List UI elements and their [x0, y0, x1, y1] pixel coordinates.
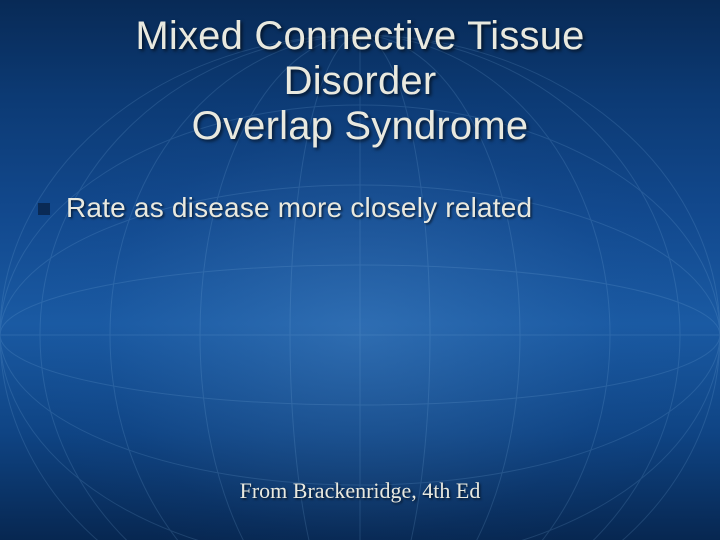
square-bullet-icon	[38, 203, 50, 215]
title-line-3: Overlap Syndrome	[192, 104, 529, 148]
slide: Mixed Connective Tissue Disorder Overlap…	[0, 0, 720, 540]
slide-title: Mixed Connective Tissue Disorder Overlap…	[0, 14, 720, 148]
bullet-text: Rate as disease more closely related	[66, 192, 532, 224]
bullet-item: Rate as disease more closely related	[38, 192, 690, 224]
slide-footer: From Brackenridge, 4th Ed	[0, 478, 720, 504]
title-line-2: Disorder	[284, 59, 437, 103]
title-line-1: Mixed Connective Tissue	[135, 14, 584, 58]
slide-body: Rate as disease more closely related	[38, 192, 690, 224]
